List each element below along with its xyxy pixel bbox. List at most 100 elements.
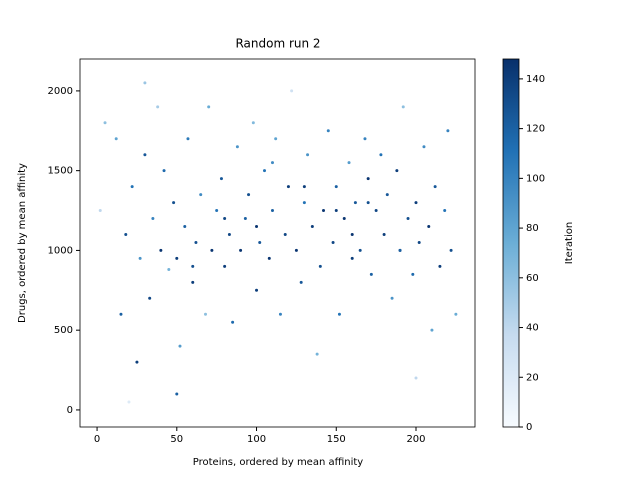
point: [366, 177, 370, 181]
point: [178, 344, 182, 348]
y-tick-label: 1500: [48, 166, 73, 177]
point: [385, 193, 389, 197]
point: [306, 153, 310, 157]
point: [337, 312, 341, 316]
point: [353, 201, 357, 205]
point: [235, 145, 239, 149]
point: [191, 264, 195, 268]
point: [443, 209, 447, 213]
point: [114, 137, 118, 141]
point: [135, 360, 139, 364]
point: [315, 352, 319, 356]
colorbar-tick-label: 140: [526, 74, 545, 85]
point: [175, 256, 179, 260]
point: [395, 169, 399, 173]
point: [98, 209, 102, 213]
point: [334, 209, 338, 213]
x-tick-label: 100: [247, 434, 266, 445]
y-axis-label: Drugs, ordered by mean affinity: [17, 163, 28, 323]
point: [414, 201, 418, 205]
point: [207, 105, 211, 109]
colorbar-tick-label: 120: [526, 124, 545, 135]
colorbar-tick-label: 80: [526, 223, 539, 234]
point: [255, 288, 259, 292]
y-tick-label: 0: [67, 405, 73, 416]
point: [130, 185, 134, 189]
point: [302, 201, 306, 205]
point: [363, 137, 367, 141]
point: [263, 169, 267, 173]
y-tick-label: 1000: [48, 245, 73, 256]
x-tick-label: 150: [327, 434, 346, 445]
point: [449, 248, 453, 252]
point: [406, 217, 410, 221]
point: [427, 224, 431, 228]
point: [286, 185, 290, 189]
point: [103, 121, 107, 125]
point: [191, 280, 195, 284]
point: [270, 209, 274, 213]
point: [318, 264, 322, 268]
point: [422, 145, 426, 149]
point: [227, 232, 231, 236]
point: [411, 272, 415, 276]
point: [159, 248, 163, 252]
point: [283, 232, 287, 236]
point: [310, 224, 314, 228]
point: [156, 105, 160, 109]
x-tick-label: 50: [170, 434, 183, 445]
point: [270, 161, 274, 165]
x-tick-label: 200: [406, 434, 425, 445]
colorbar-label: Iteration: [564, 222, 575, 264]
point: [369, 272, 373, 276]
point: [223, 217, 227, 221]
point: [239, 248, 243, 252]
colorbar-tick-label: 60: [526, 273, 539, 284]
plot-frame: [79, 58, 476, 428]
point: [186, 137, 190, 141]
point: [210, 248, 214, 252]
point: [172, 201, 176, 205]
point: [151, 217, 155, 221]
point: [433, 185, 437, 189]
point: [350, 232, 354, 236]
point: [302, 185, 306, 189]
point: [417, 240, 421, 244]
point: [167, 268, 171, 272]
point: [278, 312, 282, 316]
point: [414, 376, 418, 380]
point: [374, 209, 378, 213]
point: [379, 153, 383, 157]
point: [127, 400, 131, 404]
point: [430, 328, 434, 332]
point: [124, 232, 128, 236]
point: [366, 201, 370, 205]
point: [247, 193, 251, 197]
point: [219, 177, 223, 181]
point: [143, 81, 147, 85]
point: [199, 193, 203, 197]
point: [274, 137, 278, 141]
point: [331, 240, 335, 244]
colorbar-tick-label: 100: [526, 173, 545, 184]
point: [382, 232, 386, 236]
point: [204, 312, 208, 316]
point: [215, 209, 219, 213]
point: [390, 296, 394, 300]
point: [258, 240, 262, 244]
point: [194, 240, 198, 244]
y-tick-label: 2000: [48, 86, 73, 97]
x-tick-label: 0: [94, 434, 100, 445]
point: [267, 256, 271, 260]
point: [342, 217, 346, 221]
point: [347, 161, 351, 165]
point: [231, 320, 235, 324]
point: [255, 224, 259, 228]
point: [138, 256, 142, 260]
point: [119, 312, 123, 316]
point: [322, 209, 326, 213]
point: [398, 248, 402, 252]
point: [446, 129, 450, 133]
point: [223, 264, 227, 268]
x-axis-label: Proteins, ordered by mean affinity: [193, 457, 364, 468]
